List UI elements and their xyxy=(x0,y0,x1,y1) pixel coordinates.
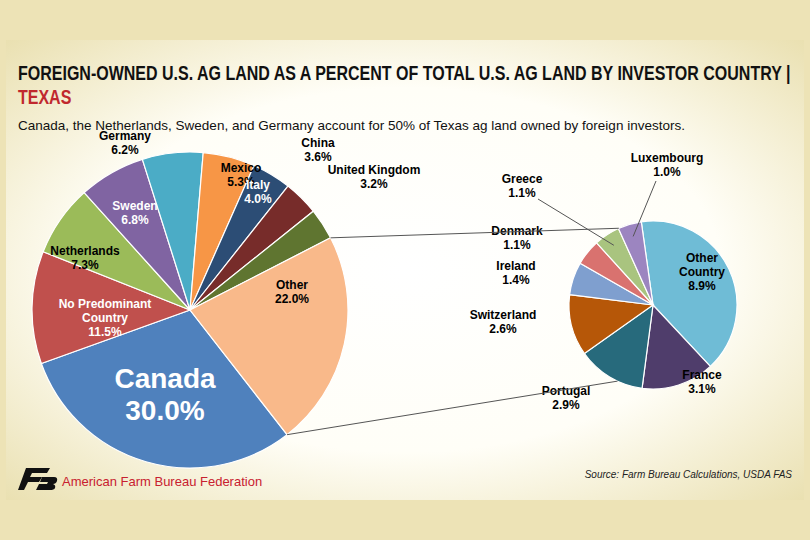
label-line: France xyxy=(682,368,722,382)
slice-label: Italy xyxy=(246,178,270,192)
slice-value-label: 1.0% xyxy=(653,165,681,179)
label-line: Country xyxy=(82,311,128,325)
slice-label: United Kingdom xyxy=(328,163,421,177)
title: FOREIGN-OWNED U.S. AG LAND AS A PERCENT … xyxy=(18,62,790,84)
chart-canvas: FOREIGN-OWNED U.S. AG LAND AS A PERCENT … xyxy=(0,0,810,540)
slice-label: Ireland xyxy=(496,259,535,273)
pie-group xyxy=(32,152,348,468)
slice-value-label: 4.0% xyxy=(244,192,272,206)
slice-label: Other xyxy=(276,278,308,292)
background xyxy=(0,0,810,540)
slice-value-label: 3.6% xyxy=(304,150,332,164)
slice-label: Canada xyxy=(114,363,216,394)
connector-line xyxy=(287,381,617,435)
slice-label: Greece xyxy=(502,172,543,186)
slice-value-label: 7.3% xyxy=(71,258,99,272)
slice-value-label: 11.5% xyxy=(88,325,122,339)
label-line: Other xyxy=(276,278,308,292)
slice-label: France xyxy=(682,368,722,382)
label-line: Sweden xyxy=(112,199,157,213)
slice-value-label: 6.8% xyxy=(121,213,149,227)
pie-group xyxy=(569,221,737,389)
label-line: Netherlands xyxy=(50,244,120,258)
slice-label: Mexico xyxy=(221,161,262,175)
slice-value-label: 6.2% xyxy=(111,143,139,157)
slice-value-label: 1.1% xyxy=(503,238,531,252)
label-line: Canada xyxy=(114,363,216,394)
slice-value-label: 22.0% xyxy=(275,292,309,306)
pie-slice xyxy=(190,238,348,435)
label-line: China xyxy=(301,136,335,150)
label-line: United Kingdom xyxy=(328,163,421,177)
label-line: Mexico xyxy=(221,161,262,175)
title-line: FOREIGN-OWNED U.S. AG LAND AS A PERCENT … xyxy=(18,62,790,84)
label-line: No Predominant xyxy=(59,297,152,311)
logo xyxy=(18,468,57,490)
slice-label: No PredominantCountry xyxy=(59,297,152,325)
slice-label: OtherCountry xyxy=(679,251,725,279)
label-line: Greece xyxy=(502,172,543,186)
slice-value-label: 2.6% xyxy=(489,322,517,336)
slice-label: Luxembourg xyxy=(631,151,704,165)
slice-label: Sweden xyxy=(112,199,157,213)
pie-slice xyxy=(618,222,653,305)
slice-label: Netherlands xyxy=(50,244,120,258)
leader-line xyxy=(538,199,614,245)
title-highlight: TEXAS xyxy=(18,86,71,108)
slice-value-label: 1.4% xyxy=(502,273,530,287)
label-line: Country xyxy=(679,265,725,279)
slice-label: Germany xyxy=(99,129,151,143)
slice-value-label: 2.9% xyxy=(552,398,580,412)
leader-line xyxy=(633,181,656,236)
logo-mark xyxy=(36,477,57,490)
slice-value-label: 1.1% xyxy=(508,186,536,200)
connector-line xyxy=(331,228,619,238)
label-line: Other xyxy=(686,251,718,265)
organization: American Farm Bureau Federation xyxy=(62,474,262,489)
slice-label: Switzerland xyxy=(470,308,537,322)
slice-value-label: 3.2% xyxy=(360,177,388,191)
chart-root: FOREIGN-OWNED U.S. AG LAND AS A PERCENT … xyxy=(0,0,810,540)
slice-value-label: 8.9% xyxy=(688,279,716,293)
label-line: Germany xyxy=(99,129,151,143)
title-group: FOREIGN-OWNED U.S. AG LAND AS A PERCENT … xyxy=(18,62,790,108)
label-line: Switzerland xyxy=(470,308,537,322)
slice-label: China xyxy=(301,136,335,150)
slice-value-label: 30.0% xyxy=(125,395,204,426)
label-line: Italy xyxy=(246,178,270,192)
label-line: Luxembourg xyxy=(631,151,704,165)
panel xyxy=(6,40,804,500)
source: Source: Farm Bureau Calculations, USDA F… xyxy=(585,469,793,480)
slice-value-label: 3.1% xyxy=(688,382,716,396)
label-line: Ireland xyxy=(496,259,535,273)
